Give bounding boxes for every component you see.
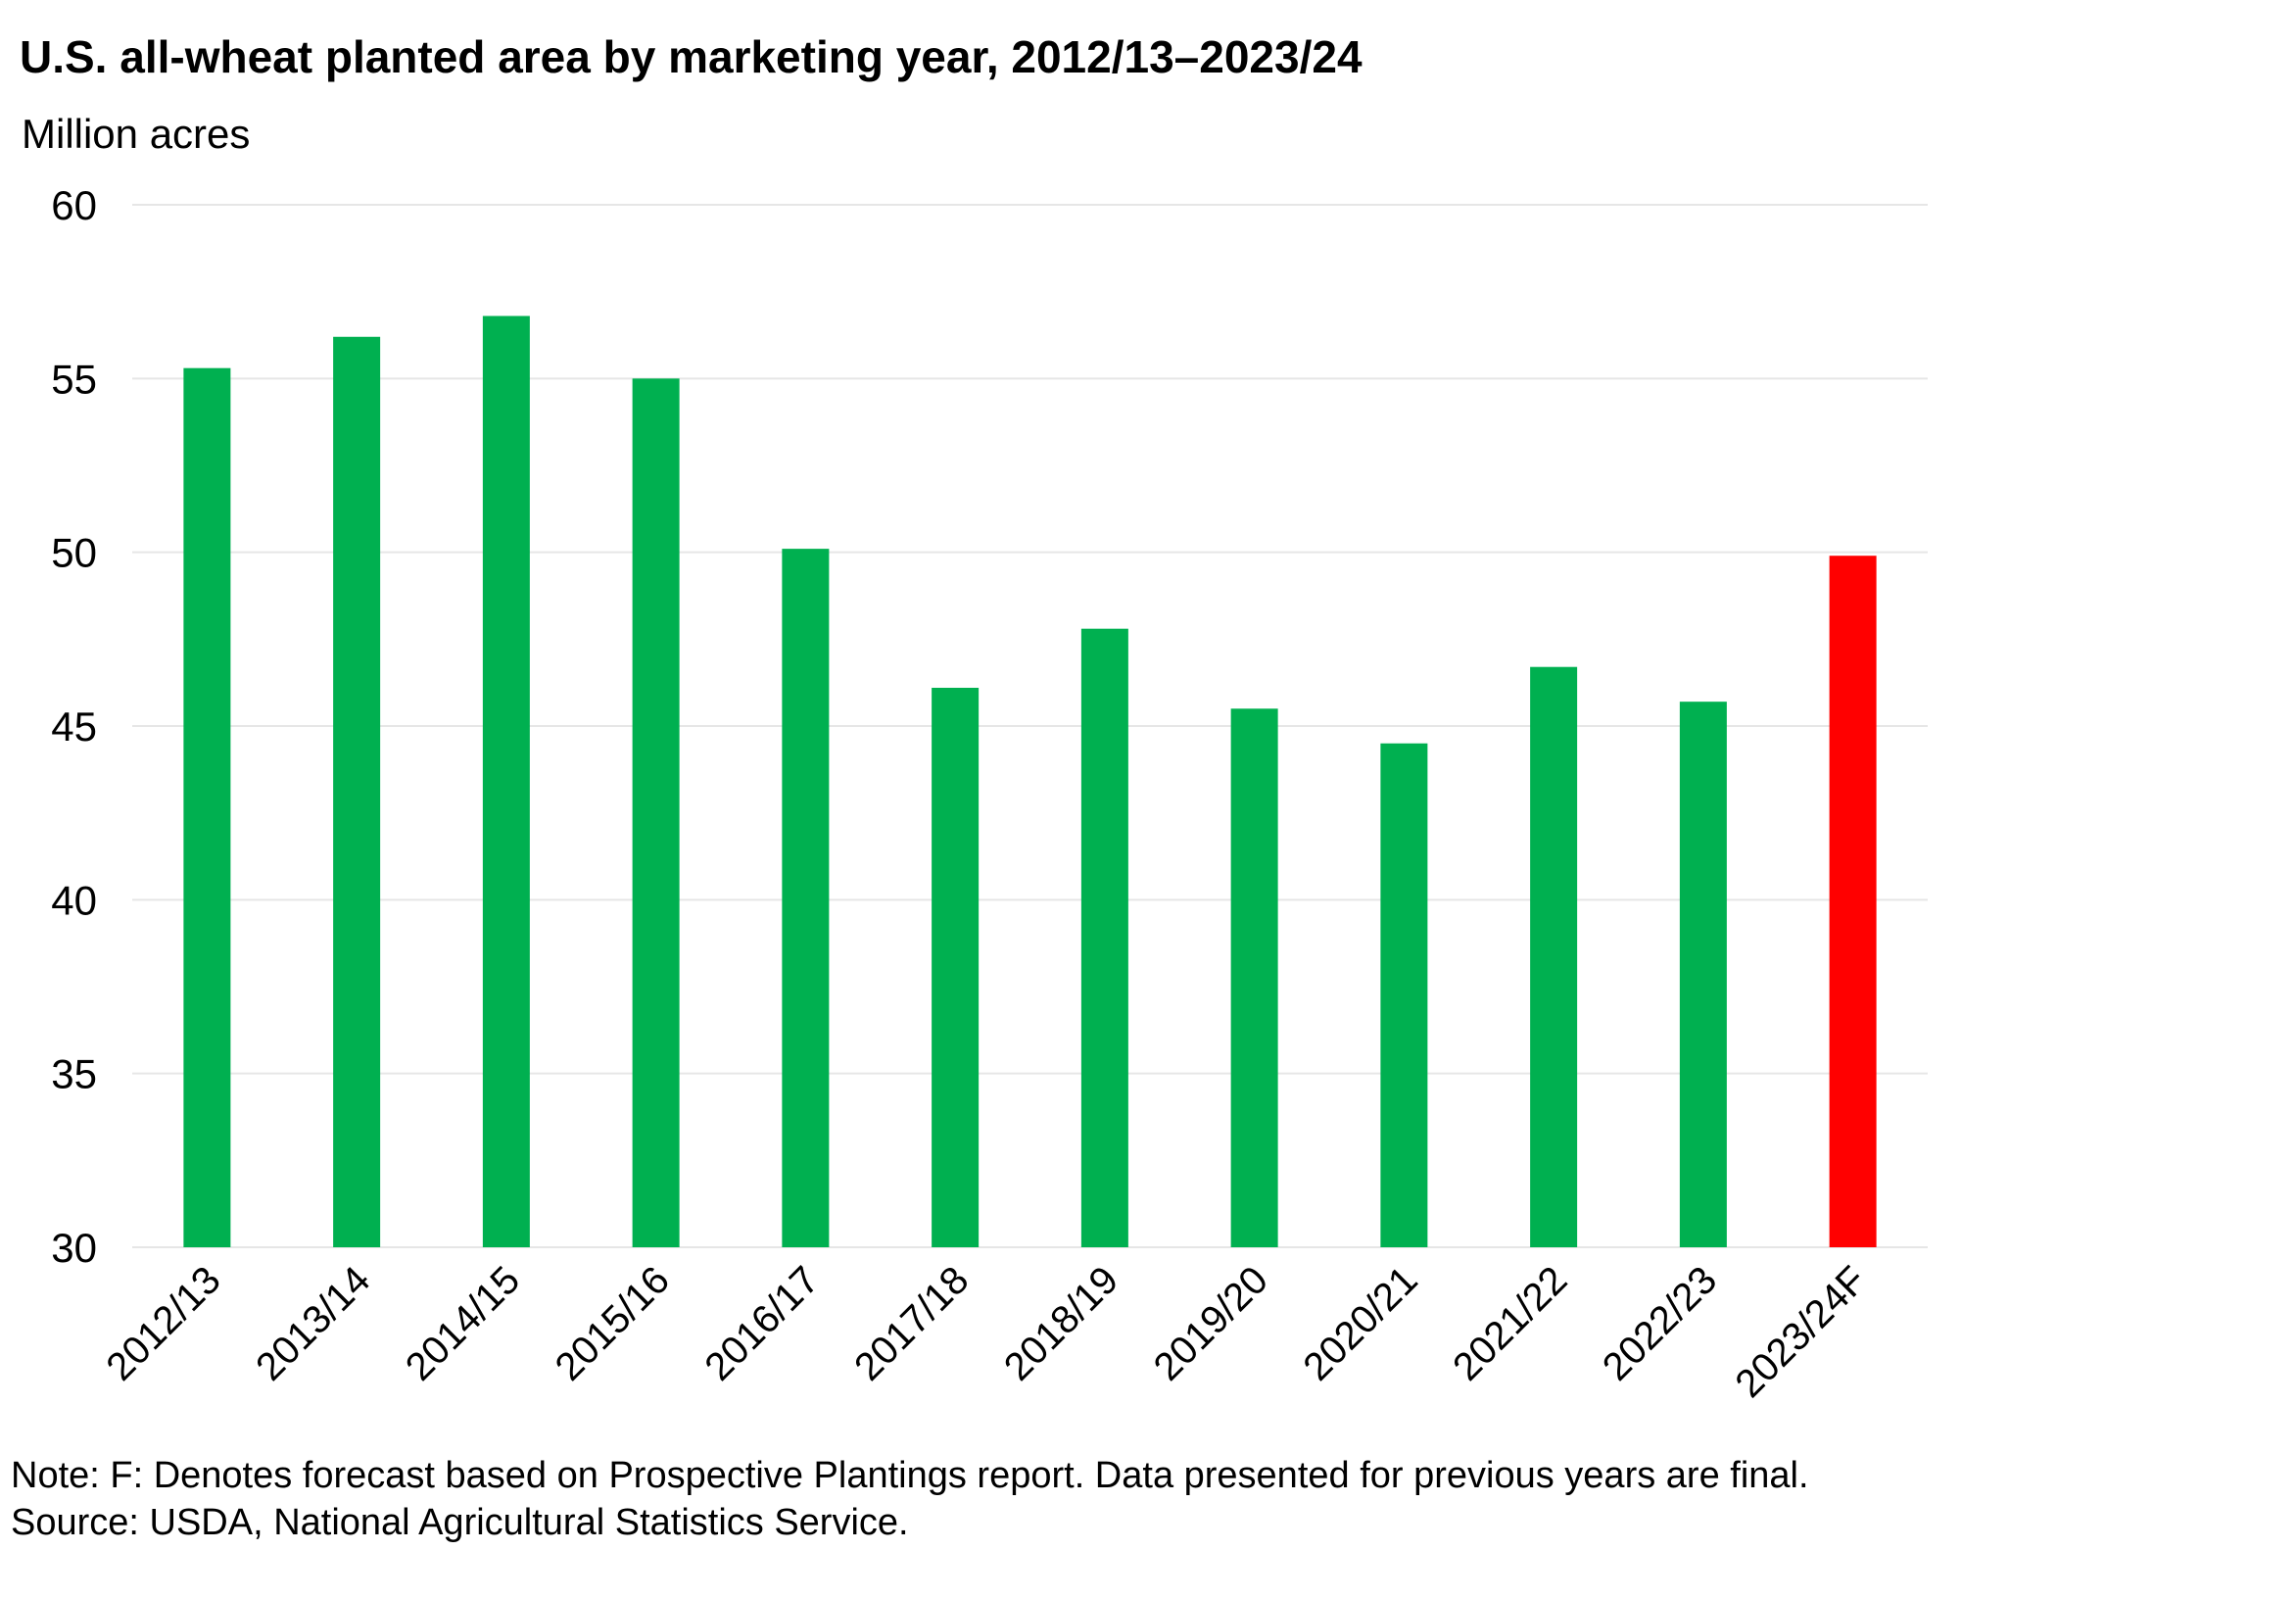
y-tick-label: 55 [51, 356, 97, 402]
x-tick-labels: 2012/13 2013/14 2014/15 2015/16 2016/17 2017/… [98, 1258, 1875, 1406]
bar-2020-21 [1380, 743, 1428, 1247]
note-text: Note: F: Denotes forecast based on Prosp… [11, 1455, 1809, 1496]
footnotes: Note: F: Denotes forecast based on Prosp… [11, 1452, 2264, 1546]
x-tick-label: 2021/22 [1445, 1258, 1575, 1388]
y-tick-label: 40 [51, 877, 97, 923]
bar-2023-24F [1829, 556, 1877, 1247]
gridlines [132, 204, 1928, 1248]
bar-2015-16 [632, 378, 680, 1247]
x-tick-label: 2020/21 [1295, 1258, 1425, 1388]
bar-2018-19 [1080, 628, 1128, 1247]
y-axis-label: Million acres [22, 111, 251, 157]
chart-title: U.S. all-wheat planted area by marketing… [20, 31, 1363, 82]
bar-2014-15 [482, 315, 530, 1247]
bar-2016-17 [782, 549, 830, 1247]
bar-2017-18 [932, 687, 980, 1247]
bar-2012-13 [183, 367, 231, 1247]
x-tick-label: 2017/18 [846, 1258, 977, 1388]
y-tick-label: 50 [51, 530, 97, 576]
source-text: Source: USDA, National Agricultural Stat… [11, 1502, 909, 1543]
y-tick-labels: 30 35 40 45 50 55 60 [51, 182, 97, 1271]
x-tick-label: 2016/17 [696, 1258, 827, 1388]
bar-2019-20 [1230, 708, 1278, 1247]
y-tick-label: 45 [51, 703, 97, 750]
x-tick-label: 2014/15 [398, 1258, 528, 1388]
bars [183, 315, 1877, 1248]
bar-2021-22 [1530, 666, 1578, 1247]
y-tick-label: 60 [51, 182, 97, 228]
x-tick-label: 2019/20 [1146, 1258, 1276, 1388]
x-tick-label: 2015/16 [548, 1258, 678, 1388]
bar-2022-23 [1679, 702, 1727, 1247]
bar-chart: 30 35 40 45 50 55 60 2012/13 2013/14 2014/15 2015… [51, 182, 1928, 1406]
x-tick-label: 2023/24F [1727, 1258, 1875, 1406]
y-tick-label: 30 [51, 1225, 97, 1271]
y-tick-label: 35 [51, 1051, 97, 1097]
x-tick-label: 2013/14 [248, 1258, 378, 1388]
x-tick-label: 2018/19 [996, 1258, 1126, 1388]
x-tick-label: 2012/13 [98, 1258, 228, 1388]
x-tick-label: 2022/23 [1595, 1258, 1725, 1388]
bar-2013-14 [333, 336, 381, 1248]
